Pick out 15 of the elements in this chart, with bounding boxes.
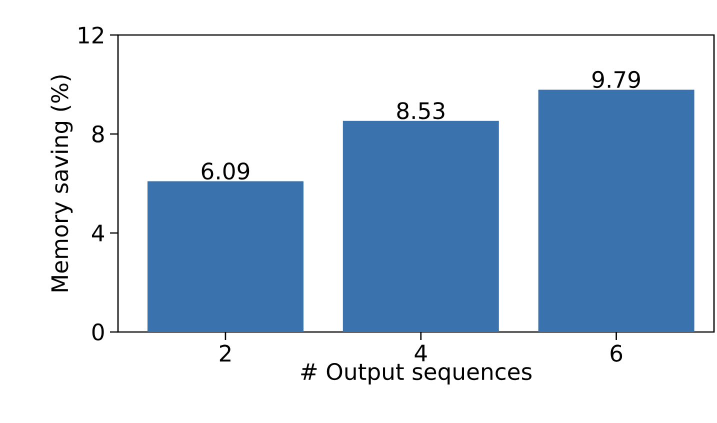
- bar: [342, 120, 499, 332]
- y-axis-title: Memory saving (%): [50, 75, 73, 292]
- x-tick-label: 4: [414, 344, 427, 362]
- y-tick-label: 4: [92, 224, 104, 242]
- y-tick-label: 8: [92, 125, 104, 143]
- y-tick-label: 0: [92, 323, 104, 341]
- data-label: 8.53: [397, 102, 444, 120]
- x-tick-label: 6: [610, 344, 622, 362]
- x-axis-title: # Output sequences: [301, 362, 532, 385]
- bar: [147, 181, 304, 332]
- data-label: 9.79: [592, 70, 640, 88]
- x-tick-label: 2: [220, 344, 230, 362]
- y-tick-label: 12: [78, 26, 104, 44]
- data-label: 6.09: [202, 162, 250, 180]
- bar: [538, 90, 694, 332]
